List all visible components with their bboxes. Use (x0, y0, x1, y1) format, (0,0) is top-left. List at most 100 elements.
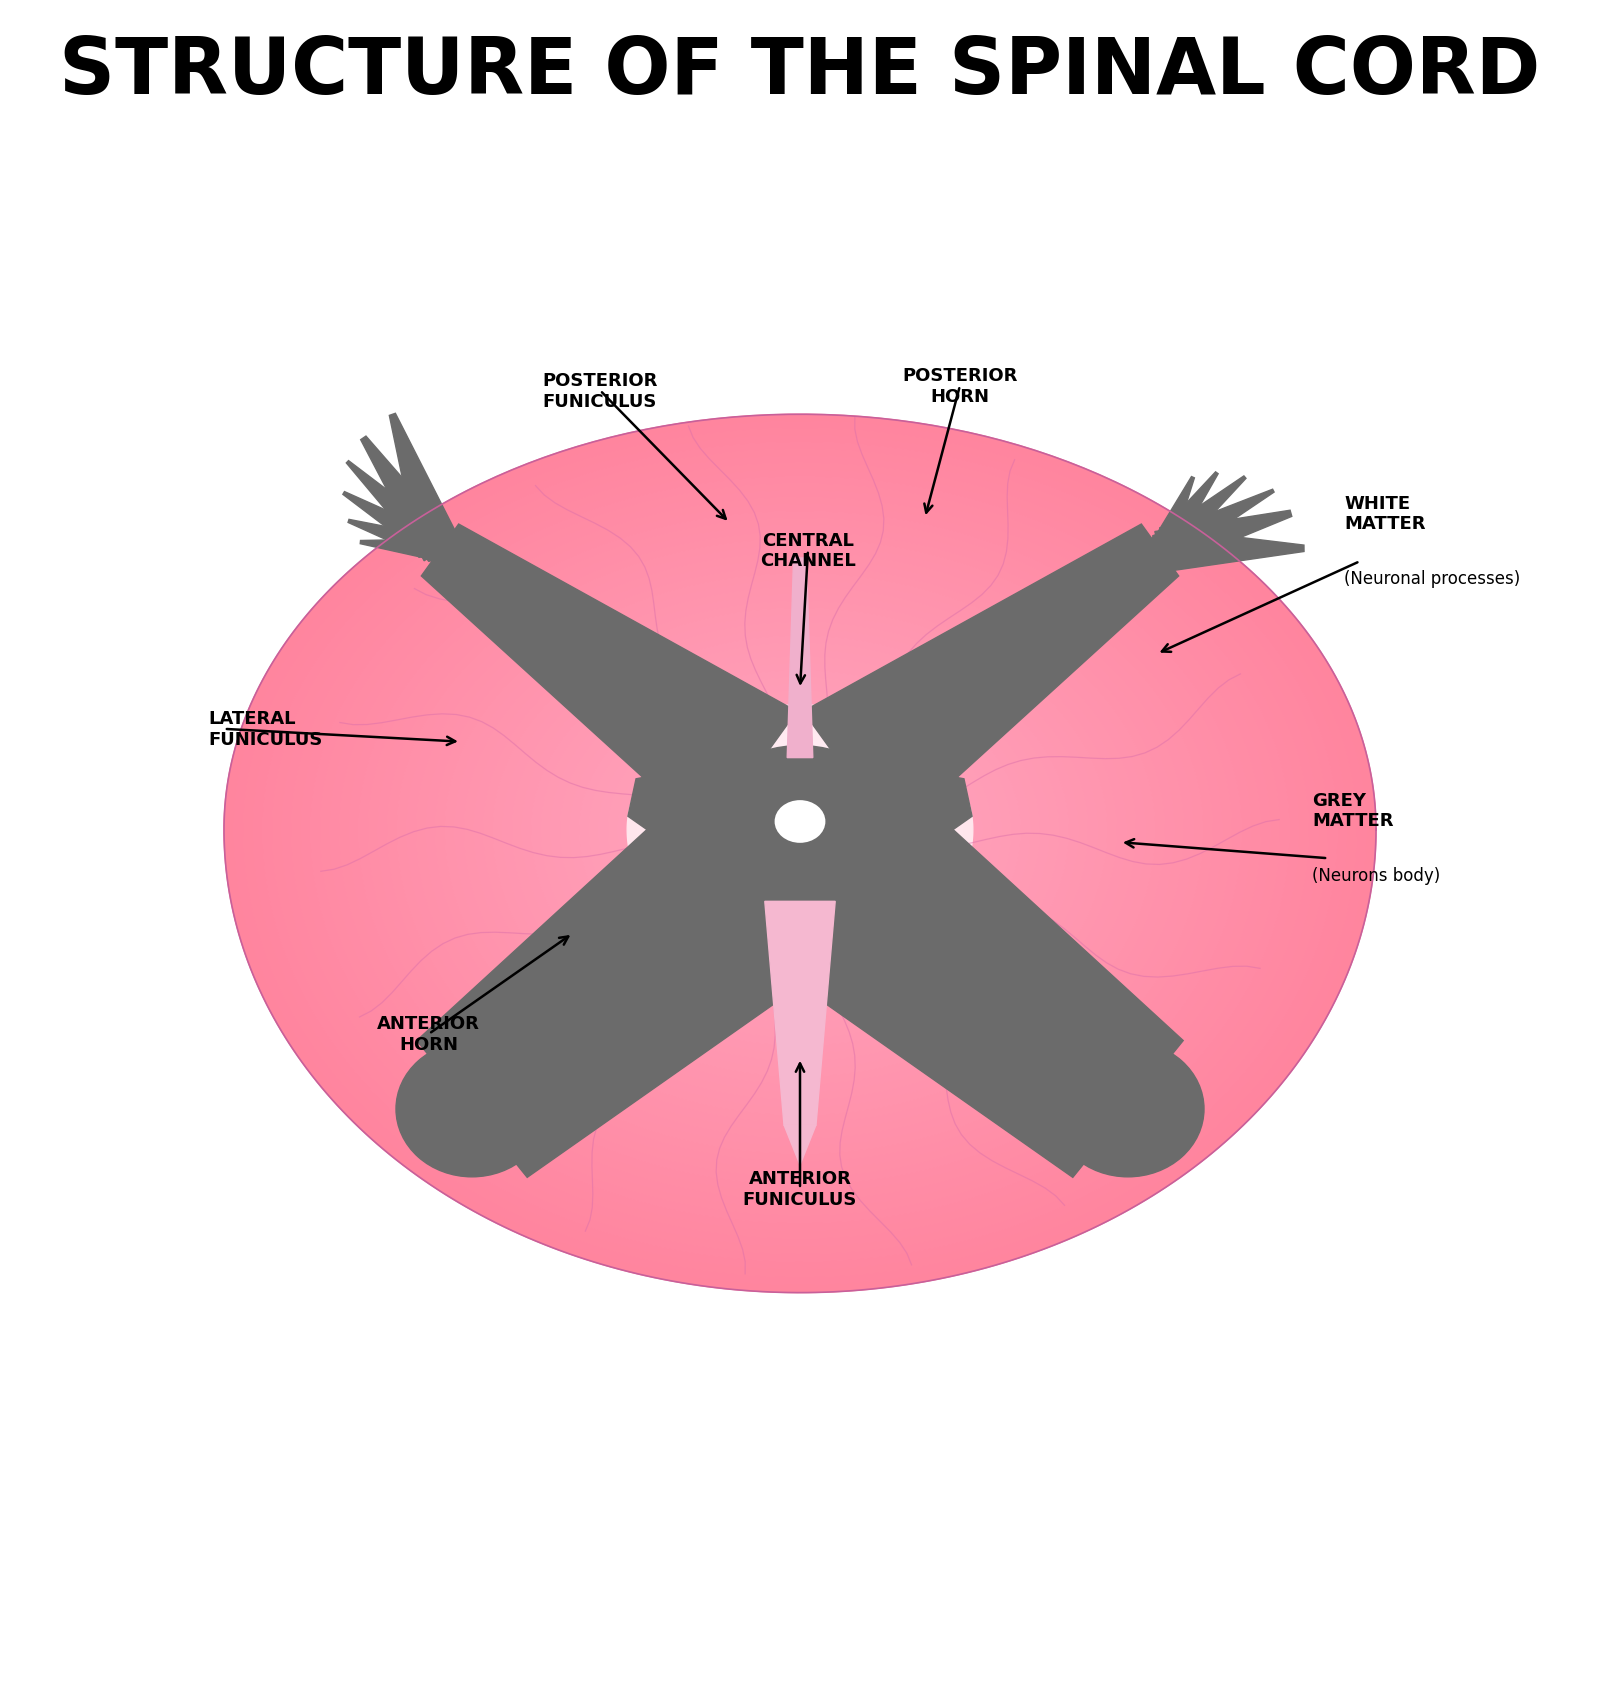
Polygon shape (1160, 529, 1304, 573)
Polygon shape (694, 753, 906, 915)
Polygon shape (416, 790, 830, 1177)
Polygon shape (421, 525, 797, 836)
Ellipse shape (776, 802, 824, 841)
Polygon shape (1150, 473, 1218, 559)
Ellipse shape (782, 807, 818, 836)
Polygon shape (666, 733, 934, 937)
Polygon shape (771, 809, 829, 853)
Polygon shape (397, 539, 1203, 1154)
Polygon shape (589, 677, 1011, 1000)
Polygon shape (675, 740, 925, 931)
Polygon shape (1150, 478, 1195, 556)
Polygon shape (282, 456, 1318, 1246)
Polygon shape (899, 767, 973, 855)
Text: ID 111182269 © Iryna Timonina: ID 111182269 © Iryna Timonina (1230, 1633, 1568, 1652)
Polygon shape (742, 789, 858, 877)
Polygon shape (464, 588, 1136, 1100)
Polygon shape (723, 775, 877, 892)
Polygon shape (646, 720, 954, 953)
Polygon shape (349, 505, 1251, 1192)
Polygon shape (360, 539, 442, 562)
Ellipse shape (1053, 1042, 1205, 1177)
Polygon shape (243, 429, 1357, 1277)
Polygon shape (346, 461, 451, 562)
Polygon shape (522, 630, 1078, 1054)
Polygon shape (262, 443, 1338, 1262)
Polygon shape (770, 790, 1184, 1177)
Polygon shape (550, 650, 1050, 1030)
Polygon shape (330, 491, 1270, 1208)
Polygon shape (512, 623, 1088, 1061)
Polygon shape (224, 415, 1376, 1292)
Text: CENTRAL
CHANNEL: CENTRAL CHANNEL (760, 532, 856, 571)
Polygon shape (389, 414, 461, 557)
Polygon shape (349, 520, 443, 562)
Polygon shape (320, 485, 1280, 1216)
Text: (Neurons body): (Neurons body) (1312, 866, 1440, 885)
Ellipse shape (397, 1042, 547, 1177)
Polygon shape (803, 525, 1179, 836)
Polygon shape (483, 601, 1117, 1084)
Ellipse shape (723, 794, 877, 929)
Polygon shape (598, 684, 1002, 991)
Polygon shape (541, 644, 1059, 1039)
Polygon shape (618, 699, 982, 976)
Polygon shape (714, 768, 886, 900)
Polygon shape (1155, 512, 1291, 569)
Polygon shape (310, 478, 1290, 1223)
Polygon shape (656, 726, 944, 946)
Polygon shape (502, 615, 1098, 1069)
Polygon shape (493, 608, 1107, 1078)
Polygon shape (570, 664, 1030, 1015)
Text: POSTERIOR
HORN: POSTERIOR HORN (902, 367, 1018, 405)
Polygon shape (387, 532, 1213, 1162)
Polygon shape (752, 796, 848, 868)
Text: WHITE
MATTER: WHITE MATTER (1344, 495, 1426, 534)
Polygon shape (608, 692, 992, 985)
Polygon shape (360, 437, 456, 561)
Polygon shape (445, 574, 1155, 1115)
Polygon shape (426, 561, 1174, 1132)
Polygon shape (531, 637, 1069, 1045)
Polygon shape (781, 816, 819, 846)
Text: LATERAL
FUNICULUS: LATERAL FUNICULUS (208, 709, 322, 748)
Polygon shape (474, 595, 1126, 1093)
Polygon shape (342, 491, 448, 562)
Polygon shape (579, 671, 1021, 1007)
Polygon shape (416, 554, 1184, 1138)
Polygon shape (685, 747, 915, 922)
Polygon shape (762, 802, 838, 861)
Polygon shape (733, 782, 867, 883)
Polygon shape (784, 1125, 816, 1165)
Text: (Neuronal processes): (Neuronal processes) (1344, 569, 1520, 588)
Polygon shape (378, 525, 1222, 1169)
Polygon shape (301, 470, 1299, 1231)
Polygon shape (339, 498, 1261, 1201)
Polygon shape (637, 713, 963, 961)
Polygon shape (358, 512, 1242, 1186)
Polygon shape (454, 581, 1146, 1108)
Text: STRUCTURE OF THE SPINAL CORD: STRUCTURE OF THE SPINAL CORD (59, 34, 1541, 110)
Text: GREY
MATTER: GREY MATTER (1312, 790, 1394, 829)
Polygon shape (291, 463, 1309, 1238)
Text: dreamstime.com: dreamstime.com (32, 1633, 210, 1652)
Polygon shape (253, 436, 1347, 1270)
Polygon shape (765, 902, 835, 1125)
Polygon shape (368, 519, 1232, 1177)
Polygon shape (272, 449, 1328, 1255)
Text: POSTERIOR
FUNICULUS: POSTERIOR FUNICULUS (542, 372, 658, 410)
Polygon shape (1152, 490, 1274, 564)
Polygon shape (234, 422, 1366, 1285)
Polygon shape (435, 568, 1165, 1123)
Polygon shape (1150, 476, 1246, 561)
Polygon shape (790, 823, 810, 838)
Ellipse shape (707, 747, 893, 882)
Text: ANTERIOR
FUNICULUS: ANTERIOR FUNICULUS (742, 1170, 858, 1209)
Polygon shape (560, 657, 1040, 1024)
Text: ANTERIOR
HORN: ANTERIOR HORN (378, 1015, 480, 1054)
Polygon shape (627, 706, 973, 969)
Polygon shape (787, 559, 813, 758)
Polygon shape (627, 767, 701, 855)
Polygon shape (406, 547, 1194, 1147)
Polygon shape (704, 760, 896, 907)
